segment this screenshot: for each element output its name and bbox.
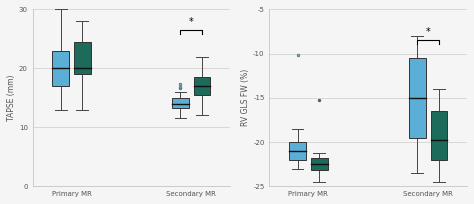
Bar: [311, 158, 328, 170]
Text: *: *: [426, 27, 430, 37]
Bar: [430, 111, 447, 160]
Bar: [52, 51, 69, 86]
Y-axis label: TAPSE (mm): TAPSE (mm): [7, 75, 16, 121]
Bar: [409, 58, 426, 137]
Bar: [172, 98, 189, 108]
Text: *: *: [189, 17, 194, 27]
Bar: [194, 77, 210, 95]
Bar: [74, 42, 91, 74]
Y-axis label: RV GLS FW (%): RV GLS FW (%): [241, 69, 250, 126]
Bar: [289, 142, 306, 160]
